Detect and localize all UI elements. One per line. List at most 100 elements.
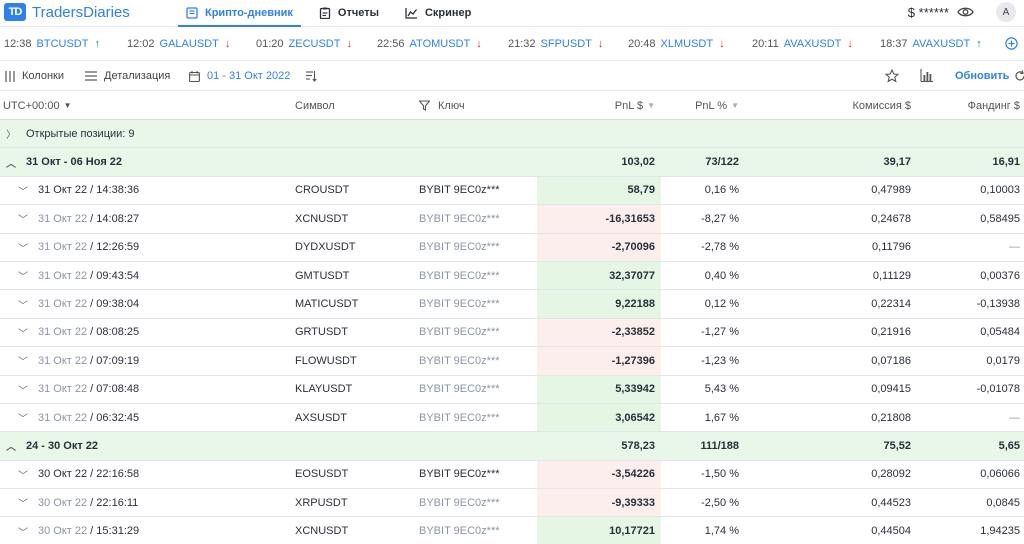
trade-row[interactable]: ﹀ 31 Окт 22 / 09:43:54 GMTUSDT BYBIT 9EC0…	[0, 261, 1024, 291]
trade-pnl-pct: -1,23 %	[701, 354, 739, 367]
ticker-item[interactable]: 22:56 ATOMUSDT ↓	[377, 38, 482, 50]
add-ticker-icon[interactable]	[1005, 37, 1018, 50]
trade-row[interactable]: ﹀ 30 Окт 22 / 22:16:58 EOSUSDT BYBIT 9EC0…	[0, 460, 1024, 490]
chevron-right-icon: 〉	[6, 130, 16, 142]
trade-pnl: -2,70096	[537, 233, 661, 261]
trade-row[interactable]: ﹀ 31 Окт 22 / 06:32:45 AXSUSDT BYBIT 9EC0…	[0, 403, 1024, 433]
chevron-down-icon: ﹀	[18, 385, 28, 397]
trade-commission: 0,24678	[871, 212, 911, 225]
ticker-item[interactable]: 18:37 AVAXUSDT ↑	[880, 38, 982, 50]
trade-row[interactable]: ﹀ 31 Окт 22 / 09:38:04 MATICUSDT BYBIT 9E…	[0, 290, 1024, 319]
group-label: 31 Окт - 06 Ноя 22	[26, 156, 123, 169]
trade-key: BYBIT 9EC0z***	[419, 212, 500, 225]
trade-date: 31 Окт 22	[38, 326, 88, 339]
trade-time: 09:43:54	[96, 269, 140, 282]
ticker-item[interactable]: 20:48 XLMUSDT ↓	[628, 38, 725, 50]
group-commission: 39,17	[883, 156, 911, 169]
date-range-picker[interactable]: 01 - 31 Окт 2022	[189, 70, 290, 82]
trade-symbol: CROUSDT	[295, 184, 350, 197]
trade-funding: —	[1009, 411, 1020, 424]
trade-pnl-pct: -2,78 %	[701, 241, 739, 254]
group-label: 24 - 30 Окт 22	[26, 439, 99, 452]
trade-row[interactable]: ﹀ 30 Окт 22 / 22:16:11 XRPUSDT BYBIT 9EC0…	[0, 489, 1024, 518]
nav-tab-reports[interactable]: Отчеты	[311, 0, 387, 27]
ticker-symbol: GALAUSDT	[159, 38, 219, 50]
trade-funding: 0,05484	[980, 326, 1020, 339]
trade-symbol: GRTUSDT	[295, 326, 348, 339]
columns-button[interactable]: Колонки	[5, 70, 64, 82]
chevron-down-icon: ﹀	[18, 300, 28, 312]
report-icon	[319, 7, 331, 19]
journal-icon	[186, 6, 198, 19]
trade-row[interactable]: ﹀ 31 Окт 22 / 12:26:59 DYDXUSDT BYBIT 9EC…	[0, 233, 1024, 262]
trade-time: 06:32:45	[96, 411, 140, 424]
header-pnl-pct-label: PnL %	[695, 99, 728, 112]
trade-commission: 0,44504	[871, 525, 911, 538]
trade-commission: 0,28092	[871, 468, 911, 481]
trade-date: 31 Окт 22	[38, 184, 88, 197]
logo[interactable]: TD TradersDiaries	[4, 3, 130, 21]
trade-row[interactable]: ﹀ 31 Окт 22 / 14:38:36 CROUSDT BYBIT 9EC0…	[0, 176, 1024, 206]
trade-row[interactable]: ﹀ 31 Окт 22 / 07:09:19 FLOWUSDT BYBIT 9EC…	[0, 347, 1024, 376]
chart-line-icon	[405, 7, 417, 19]
group-pnl: 578,23	[621, 439, 655, 452]
avatar[interactable]: A	[996, 2, 1016, 22]
open-positions-label: Открытые позиции: 9	[26, 127, 135, 140]
ticker-item[interactable]: 20:11 AVAXUSDT ↓	[752, 38, 853, 50]
nav-tab-screener[interactable]: Скринер	[397, 0, 479, 27]
chevron-down-icon: ﹀	[18, 499, 28, 511]
trade-pnl-pct: 0,40 %	[704, 269, 739, 282]
header-pnl-pct[interactable]: PnL % ▼	[661, 92, 745, 119]
trade-key: BYBIT 9EC0z***	[419, 298, 500, 311]
header-pnl[interactable]: PnL $ ▼	[537, 92, 661, 119]
app-header: TD TradersDiaries Крипто-дневник Отчеты …	[0, 0, 1024, 27]
week-group-row[interactable]: ︿ 24 - 30 Окт 22 578,23 111/188 75,52 5,6…	[0, 432, 1024, 461]
refresh-button[interactable]: Обновить	[955, 70, 1024, 82]
trade-date: 31 Окт 22	[38, 212, 88, 225]
trade-time: 14:08:27	[96, 212, 140, 225]
timezone-select[interactable]: UTC+00:00 ▼	[0, 92, 290, 119]
arrow-down-icon: ↓	[719, 38, 725, 50]
trade-symbol: XRPUSDT	[295, 496, 348, 509]
trade-key: BYBIT 9EC0z***	[419, 411, 500, 424]
ticker-symbol: ATOMUSDT	[409, 38, 471, 50]
trade-row[interactable]: ﹀ 31 Окт 22 / 14:08:27 XCNUSDT BYBIT 9EC0…	[0, 205, 1024, 234]
header-key[interactable]: Ключ	[419, 92, 537, 119]
trade-symbol: XCNUSDT	[295, 212, 349, 225]
trade-pnl: -9,39333	[537, 489, 661, 517]
ticker-item[interactable]: 21:32 SFPUSDT ↓	[508, 38, 603, 50]
nav-tab-label: Крипто-дневник	[205, 6, 293, 19]
stats-button[interactable]	[920, 69, 940, 82]
ticker-time: 20:11	[752, 38, 779, 50]
detail-button[interactable]: Детализация	[85, 70, 170, 82]
nav-tab-journal[interactable]: Крипто-дневник	[178, 0, 301, 27]
group-commission: 75,52	[883, 439, 911, 452]
trade-time: 22:16:11	[96, 496, 139, 509]
trade-funding: 0,0845	[986, 496, 1020, 509]
trade-row[interactable]: ﹀ 30 Окт 22 / 15:31:29 XCNUSDT BYBIT 9EC0…	[0, 517, 1024, 544]
week-group-row[interactable]: ︿ 31 Окт - 06 Ноя 22 103,02 73/122 39,17 …	[0, 148, 1024, 177]
chevron-down-icon: ﹀	[18, 186, 28, 198]
trade-commission: 0,21808	[871, 411, 911, 424]
trade-row[interactable]: ﹀ 31 Окт 22 / 07:08:48 KLAYUSDT BYBIT 9EC…	[0, 375, 1024, 404]
sort-button[interactable]	[306, 70, 325, 82]
trade-funding: 0,10003	[980, 184, 1020, 197]
favorite-button[interactable]	[885, 69, 906, 83]
trade-funding: -0,01078	[976, 383, 1020, 396]
trade-commission: 0,11796	[872, 241, 911, 254]
arrow-down-icon: ↓	[847, 38, 853, 50]
ticker-item[interactable]: 12:38 BTCUSDT ↑	[4, 38, 100, 50]
ticker-item[interactable]: 12:02 GALAUSDT ↓	[127, 38, 230, 50]
chevron-down-icon: ﹀	[18, 470, 28, 482]
logo-mark-icon: TD	[4, 3, 26, 21]
ticker-item[interactable]: 01:20 ZECUSDT ↓	[256, 38, 352, 50]
trade-row[interactable]: ﹀ 31 Окт 22 / 08:08:25 GRTUSDT BYBIT 9EC0…	[0, 318, 1024, 348]
trade-commission: 0,11129	[872, 269, 911, 282]
nav-tab-label: Отчеты	[337, 6, 379, 19]
arrow-down-icon: ↓	[476, 38, 482, 50]
header-commission: Комиссия $	[852, 99, 911, 112]
trade-key: BYBIT 9EC0z***	[419, 468, 500, 481]
trade-pnl: -3,54226	[537, 460, 661, 489]
open-positions-row[interactable]: 〉 Открытые позиции: 9	[0, 120, 1024, 149]
eye-icon[interactable]	[957, 6, 974, 18]
